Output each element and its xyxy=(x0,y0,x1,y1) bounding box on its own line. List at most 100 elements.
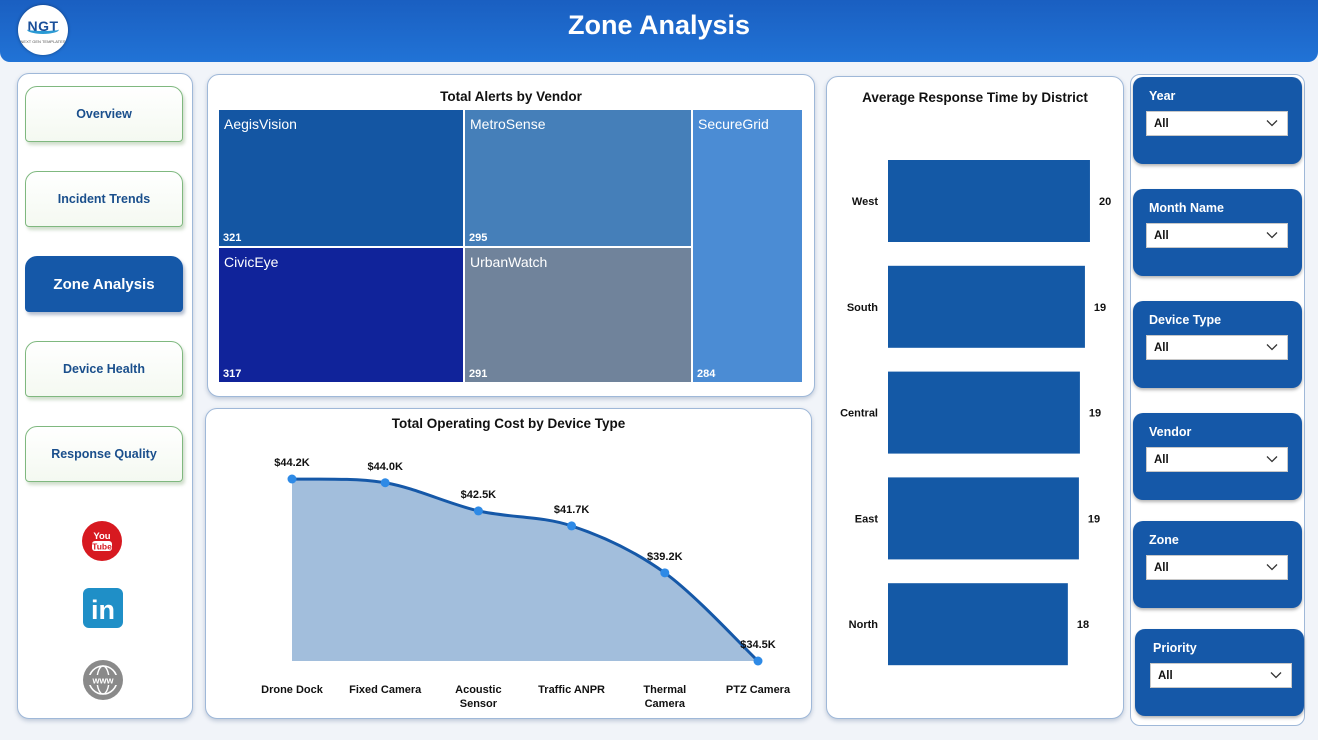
response-chart-panel: Average Response Time by District West 20… xyxy=(826,76,1124,719)
response-chart-title: Average Response Time by District xyxy=(862,90,1088,105)
response-value-label: 19 xyxy=(1094,302,1106,314)
cost-category-label: Sensor xyxy=(460,698,498,710)
cost-data-label: $39.2K xyxy=(647,551,683,563)
cost-category-label: Acoustic xyxy=(455,684,501,696)
response-value-label: 18 xyxy=(1077,619,1089,631)
cost-category-label: Thermal xyxy=(643,684,686,696)
youtube-icon[interactable]: You Tube xyxy=(81,520,123,562)
chevron-down-icon xyxy=(1270,672,1282,679)
logo-subtext: NEXT GEN TEMPLATES xyxy=(20,39,66,44)
globe-www-icon[interactable]: www xyxy=(82,659,124,701)
cost-area-chart: $44.2K Drone Dock $44.0K Fixed Camera $42.5K… xyxy=(261,457,791,710)
cost-data-label: $42.5K xyxy=(461,489,497,501)
chevron-down-icon xyxy=(1266,344,1278,351)
treemap-cell-name: CivicEye xyxy=(224,254,279,270)
treemap-cell-name: UrbanWatch xyxy=(470,254,548,270)
month-name-dropdown[interactable]: All xyxy=(1146,223,1288,248)
filter-panel: Year All Month Name All Device Type All … xyxy=(1130,74,1305,726)
dropdown-value: All xyxy=(1158,670,1173,682)
cost-category-label: Traffic ANPR xyxy=(538,684,605,696)
youtube-text-top: You xyxy=(93,531,110,542)
cost-area-fill xyxy=(292,479,758,661)
nav-response-quality-button[interactable]: Response Quality xyxy=(25,426,183,482)
response-value-label: 19 xyxy=(1088,513,1100,525)
response-bar-chart: West 20 South 19 Central 19 East 19 North 18 xyxy=(840,160,1111,666)
filter-label: Priority xyxy=(1153,641,1197,655)
treemap-cell-metrosense[interactable]: MetroSense 295 xyxy=(465,110,691,246)
response-bar[interactable] xyxy=(888,371,1080,454)
treemap-cell-value: 317 xyxy=(223,368,242,380)
cost-data-point[interactable] xyxy=(753,656,763,666)
response-bar[interactable] xyxy=(888,583,1068,666)
globe-www-text: www xyxy=(91,676,114,686)
dropdown-value: All xyxy=(1154,230,1169,242)
nav-overview-button[interactable]: Overview xyxy=(25,86,183,142)
filter-label: Month Name xyxy=(1149,201,1224,215)
treemap-cell-value: 321 xyxy=(223,232,242,244)
treemap-cell-value: 295 xyxy=(469,232,488,244)
response-bar[interactable] xyxy=(888,477,1079,560)
cost-category-label: PTZ Camera xyxy=(726,684,791,696)
treemap-cell-aegisvision[interactable]: AegisVision 321 xyxy=(219,110,463,246)
device-type-dropdown[interactable]: All xyxy=(1146,335,1288,360)
district-label: East xyxy=(855,513,879,525)
dropdown-value: All xyxy=(1154,342,1169,354)
linkedin-icon[interactable]: in xyxy=(82,587,124,629)
response-value-label: 20 xyxy=(1099,196,1111,208)
cost-data-point[interactable] xyxy=(380,478,390,488)
cost-chart-title: Total Operating Cost by Device Type xyxy=(391,416,626,431)
year-dropdown[interactable]: All xyxy=(1146,111,1288,136)
district-label: North xyxy=(849,619,879,631)
ngt-logo[interactable]: NGT NEXT GEN TEMPLATES xyxy=(18,5,68,55)
cost-data-point[interactable] xyxy=(660,568,670,578)
filter-vendor: Vendor All xyxy=(1133,413,1302,500)
chevron-down-icon xyxy=(1266,232,1278,239)
treemap-cell-name: MetroSense xyxy=(470,116,546,132)
district-label: Central xyxy=(840,408,878,420)
treemap-cell-name: AegisVision xyxy=(224,116,297,132)
district-label: West xyxy=(852,196,878,208)
vendor-dropdown[interactable]: All xyxy=(1146,447,1288,472)
treemap-cell-civiceye[interactable]: CivicEye 317 xyxy=(219,248,463,382)
treemap-cell-value: 291 xyxy=(469,368,488,380)
cost-category-label: Drone Dock xyxy=(261,684,324,696)
cost-data-point[interactable] xyxy=(473,506,483,516)
globe-band xyxy=(87,675,119,685)
treemap-cell-securegrid[interactable]: SecureGrid 284 xyxy=(693,110,802,382)
cost-line xyxy=(291,477,760,663)
district-label: South xyxy=(847,302,878,314)
navigation-panel: Overview Incident Trends Zone Analysis D… xyxy=(17,73,193,719)
treemap-cell-urbanwatch[interactable]: UrbanWatch 291 xyxy=(465,248,691,382)
filter-label: Year xyxy=(1149,89,1176,103)
response-bar[interactable] xyxy=(888,160,1090,242)
cost-data-label: $41.7K xyxy=(554,504,590,516)
zone-dropdown[interactable]: All xyxy=(1146,555,1288,580)
cost-data-label: $44.0K xyxy=(367,461,403,473)
nav-device-health-button[interactable]: Device Health xyxy=(25,341,183,397)
filter-priority: Priority All xyxy=(1135,629,1304,716)
filter-month-name: Month Name All xyxy=(1133,189,1302,276)
header-bar: NGT NEXT GEN TEMPLATES Zone Analysis xyxy=(0,0,1318,62)
priority-dropdown[interactable]: All xyxy=(1150,663,1292,688)
filter-label: Device Type xyxy=(1149,313,1222,327)
chevron-down-icon xyxy=(1266,564,1278,571)
youtube-tube-box xyxy=(92,541,112,551)
cost-category-label: Fixed Camera xyxy=(349,684,422,696)
nav-incident-trends-button[interactable]: Incident Trends xyxy=(25,171,183,227)
cost-chart-panel: Total Operating Cost by Device Type $44.… xyxy=(205,408,812,719)
filter-label: Zone xyxy=(1149,533,1179,547)
chevron-down-icon xyxy=(1266,456,1278,463)
filter-device-type: Device Type All xyxy=(1133,301,1302,388)
dropdown-value: All xyxy=(1154,454,1169,466)
response-bar[interactable] xyxy=(888,265,1085,348)
logo-swoosh-icon xyxy=(27,25,59,34)
response-value-label: 19 xyxy=(1089,408,1101,420)
nav-zone-analysis-button[interactable]: Zone Analysis xyxy=(25,256,183,312)
filter-year: Year All xyxy=(1133,77,1302,164)
treemap-panel: Total Alerts by Vendor AegisVision 321 M… xyxy=(207,74,815,397)
cost-data-point[interactable] xyxy=(287,474,297,484)
cost-data-point[interactable] xyxy=(567,521,577,531)
treemap-cell-value: 284 xyxy=(697,368,716,380)
dropdown-value: All xyxy=(1154,562,1169,574)
cost-data-label: $44.2K xyxy=(274,457,310,469)
